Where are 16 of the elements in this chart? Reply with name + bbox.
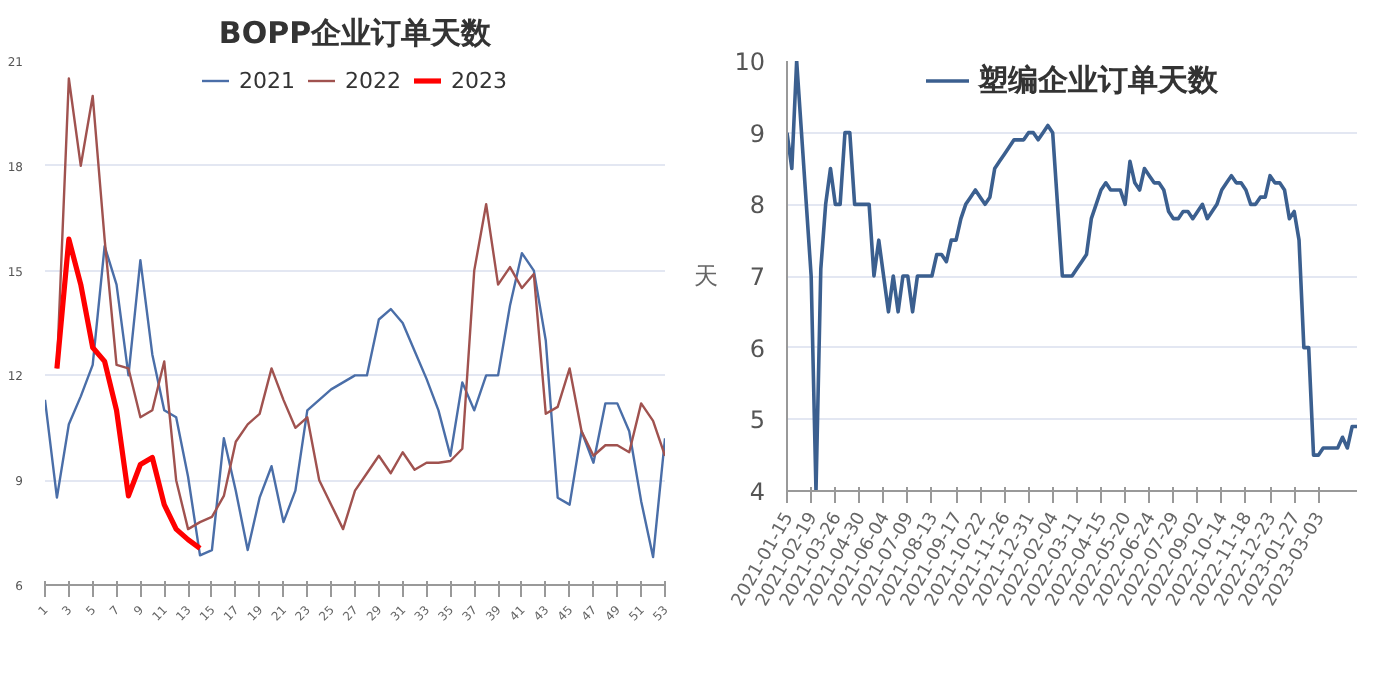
legend-label: 2022 xyxy=(345,67,401,93)
y-axis-title: 天 xyxy=(694,262,719,290)
y-tick-label: 8 xyxy=(749,191,766,220)
legend-label: 塑编企业订单天数 xyxy=(978,61,1218,99)
legend-label: 2021 xyxy=(239,67,295,93)
line-series xyxy=(45,244,665,559)
y-tick-label: 9 xyxy=(749,119,766,148)
y-tick-label: 10 xyxy=(734,48,766,76)
y-tick-label: 5 xyxy=(749,406,766,435)
legend-label: 2023 xyxy=(451,67,507,93)
y-tick-label: 6 xyxy=(749,334,766,363)
chart-title: BOPP企业订单天数 xyxy=(218,15,494,51)
line-series xyxy=(54,236,203,551)
y-tick-label: 7 xyxy=(749,263,766,291)
y-tick-label: 4 xyxy=(749,478,766,506)
line-series xyxy=(787,61,1357,491)
